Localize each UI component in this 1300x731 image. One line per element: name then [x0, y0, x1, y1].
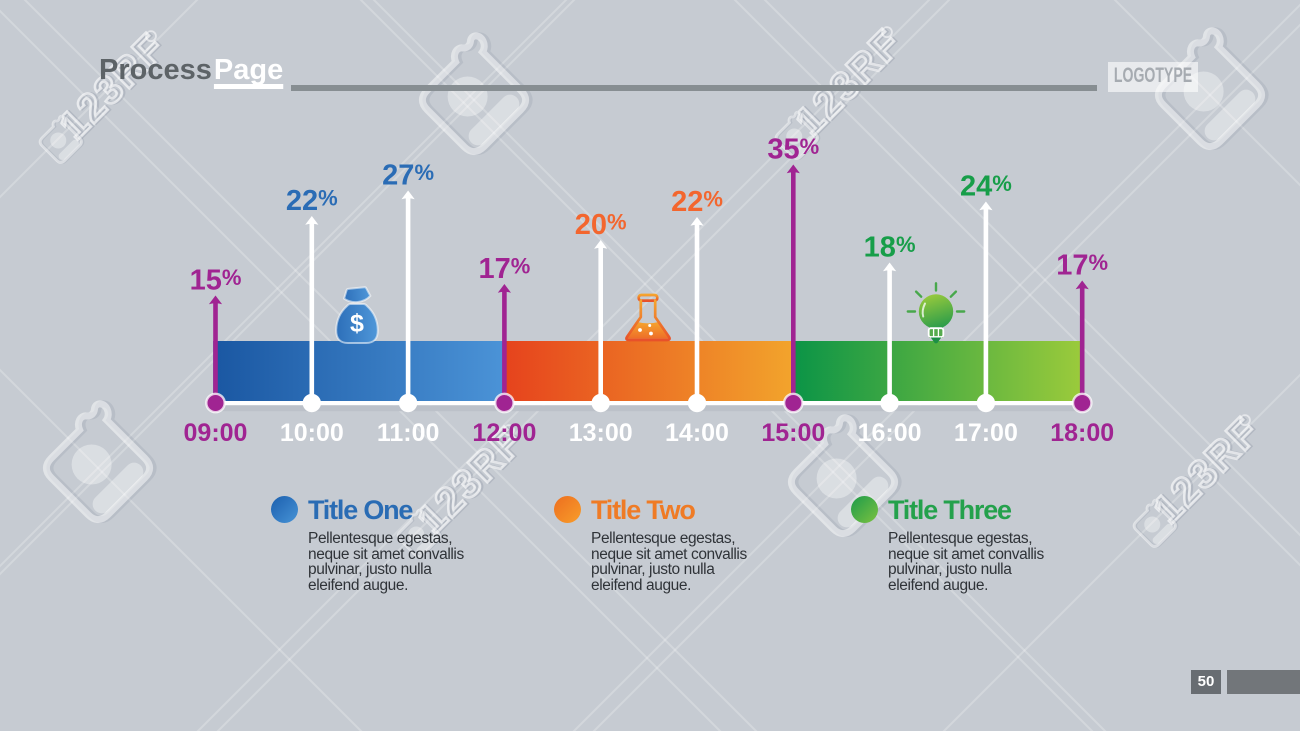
svg-text:$: $ [350, 310, 364, 338]
svg-text:17%: 17% [478, 253, 530, 285]
svg-text:10:00: 10:00 [280, 419, 344, 447]
svg-text:20%: 20% [575, 209, 627, 241]
svg-text:17%: 17% [1056, 250, 1108, 282]
svg-text:15:00: 15:00 [761, 419, 825, 447]
svg-text:35%: 35% [767, 134, 819, 166]
svg-text:18:00: 18:00 [1050, 419, 1114, 447]
svg-text:27%: 27% [382, 160, 434, 192]
svg-text:22%: 22% [286, 185, 338, 217]
svg-text:15%: 15% [190, 265, 242, 297]
svg-text:09:00: 09:00 [184, 419, 248, 447]
svg-text:16:00: 16:00 [858, 419, 922, 447]
svg-text:18%: 18% [864, 232, 916, 264]
svg-text:24%: 24% [960, 171, 1012, 203]
svg-text:14:00: 14:00 [665, 419, 729, 447]
svg-text:12:00: 12:00 [472, 419, 536, 447]
svg-text:13:00: 13:00 [569, 419, 633, 447]
svg-text:17:00: 17:00 [954, 419, 1018, 447]
svg-text:11:00: 11:00 [377, 419, 440, 447]
